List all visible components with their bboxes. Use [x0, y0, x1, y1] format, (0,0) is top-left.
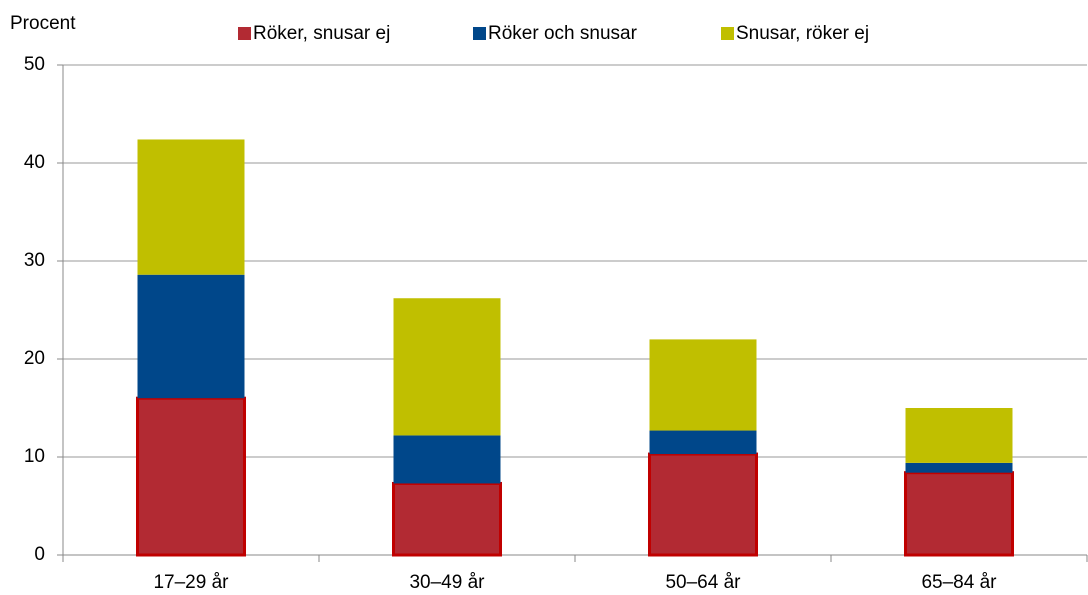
legend-label: Röker, snusar ej: [253, 23, 390, 44]
legend-label: Snusar, röker ej: [736, 23, 869, 44]
legend-label: Röker och snusar: [488, 23, 638, 44]
legend-swatch: [473, 27, 486, 40]
y-tick-label: 10: [24, 446, 45, 467]
bar-segment: [393, 435, 501, 484]
x-tick-label: 65–84 år: [921, 572, 997, 593]
y-tick-label: 0: [34, 544, 45, 565]
legend-swatch: [238, 27, 251, 40]
x-tick-label: 30–49 år: [409, 572, 485, 593]
y-tick-label: 30: [24, 250, 45, 271]
y-tick-label: 40: [24, 152, 45, 173]
y-tick-label: 50: [24, 54, 45, 75]
bar-segment: [393, 298, 501, 436]
legend-swatch: [721, 27, 734, 40]
bar-segment: [392, 481, 502, 557]
x-tick-label: 17–29 år: [153, 572, 229, 593]
bar-segment: [136, 396, 246, 557]
bar-segment: [905, 408, 1013, 463]
bar-segment: [649, 430, 757, 455]
bar-segment: [648, 452, 758, 557]
bar-segment: [905, 462, 1013, 473]
bar-segment: [649, 339, 757, 431]
y-tick-label: 20: [24, 348, 45, 369]
bar-segment: [904, 471, 1014, 557]
y-axis-label: Procent: [10, 13, 76, 34]
x-tick-label: 50–64 år: [665, 572, 741, 593]
bar-segment: [137, 274, 245, 399]
bar-segment: [137, 139, 245, 275]
